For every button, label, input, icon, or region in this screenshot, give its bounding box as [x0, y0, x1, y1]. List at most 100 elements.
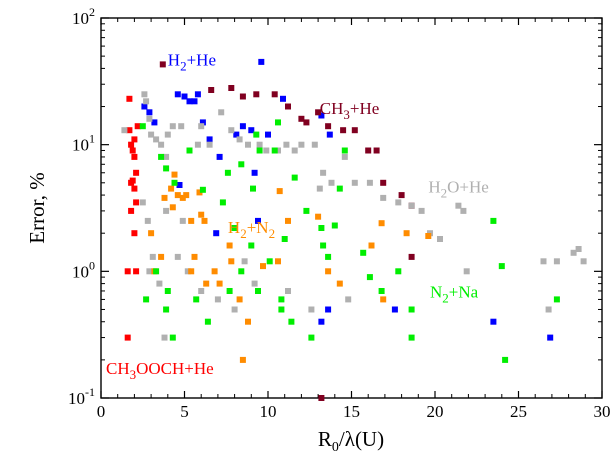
data-point	[174, 253, 181, 260]
data-point	[131, 230, 138, 237]
series-label: H2+He	[168, 51, 216, 74]
data-point	[326, 131, 333, 138]
data-point	[331, 222, 338, 229]
data-point	[191, 98, 198, 105]
data-point	[198, 211, 205, 218]
y-tick-base: 10	[72, 262, 89, 281]
data-point	[203, 280, 210, 287]
data-point	[128, 141, 135, 148]
data-point	[437, 236, 443, 242]
data-point	[291, 147, 298, 154]
data-point	[340, 127, 347, 134]
data-point	[159, 61, 166, 68]
data-point	[553, 258, 560, 265]
data-point	[351, 179, 358, 186]
data-point	[131, 185, 138, 192]
data-point	[143, 296, 150, 303]
data-point	[336, 185, 343, 192]
data-point	[194, 91, 201, 98]
data-point	[239, 123, 246, 130]
x-axis-title: R0/λ(U)	[318, 427, 384, 453]
data-point	[365, 147, 372, 154]
data-point	[325, 306, 332, 313]
data-point	[239, 93, 246, 100]
data-point	[124, 334, 131, 341]
data-point	[158, 253, 165, 260]
data-point	[278, 306, 285, 313]
data-point	[188, 217, 195, 224]
data-point	[260, 263, 266, 270]
data-point	[143, 98, 150, 105]
series-label-subscript: 2	[240, 226, 247, 241]
data-point	[161, 194, 168, 201]
data-point	[163, 306, 170, 313]
data-point	[540, 258, 547, 265]
data-point	[129, 147, 136, 154]
data-point	[325, 253, 332, 260]
series-label: H2+N2	[228, 218, 275, 241]
data-point	[380, 194, 387, 201]
data-point	[351, 127, 358, 134]
data-point	[194, 141, 201, 148]
data-point	[134, 123, 141, 130]
series-label-text: N	[430, 283, 442, 302]
data-point	[366, 274, 373, 281]
data-point	[373, 147, 380, 154]
data-point	[161, 334, 168, 341]
data-point	[408, 334, 415, 341]
series-label: CH3OOCH+He	[106, 359, 214, 382]
series-label-text: H	[228, 218, 240, 237]
data-point	[336, 280, 343, 287]
data-point	[580, 258, 587, 265]
data-point	[460, 207, 467, 214]
data-point	[121, 127, 128, 134]
data-point	[198, 288, 205, 294]
data-point	[298, 115, 305, 122]
data-point	[158, 141, 165, 148]
data-points	[121, 58, 587, 401]
data-point	[425, 233, 432, 239]
data-point	[545, 306, 552, 313]
data-point	[196, 189, 203, 196]
data-point	[265, 131, 271, 138]
data-point	[271, 91, 278, 98]
data-point	[275, 258, 281, 265]
data-point	[129, 177, 136, 184]
data-point	[285, 103, 291, 110]
data-point	[245, 141, 251, 148]
x-tick-label: 5	[180, 402, 189, 421]
data-point	[131, 136, 138, 143]
data-point	[206, 136, 213, 143]
data-point	[164, 131, 171, 138]
data-point	[241, 258, 248, 265]
data-point	[248, 127, 255, 134]
series-label-subscript: 2	[441, 185, 448, 200]
plot-frame	[100, 17, 603, 399]
data-point	[320, 242, 327, 249]
data-point	[238, 268, 245, 275]
x-tick-label: 10	[260, 402, 277, 421]
data-point	[547, 334, 554, 341]
y-tick-base: 10	[68, 389, 85, 408]
data-point	[139, 199, 146, 206]
data-point	[250, 185, 256, 192]
data-point	[256, 141, 263, 148]
data-point	[158, 153, 165, 160]
data-point	[315, 213, 322, 220]
data-point	[245, 318, 251, 325]
data-point	[208, 87, 215, 93]
data-point	[228, 258, 235, 265]
data-point	[463, 268, 470, 275]
data-point	[133, 199, 140, 206]
data-point	[216, 280, 223, 287]
x-tick-label: 20	[427, 402, 444, 421]
data-point	[198, 123, 205, 130]
data-point	[408, 202, 415, 209]
data-point	[168, 185, 175, 192]
data-point	[214, 296, 221, 303]
series-label-text: OOCH+He	[136, 359, 214, 378]
data-point	[276, 188, 283, 195]
